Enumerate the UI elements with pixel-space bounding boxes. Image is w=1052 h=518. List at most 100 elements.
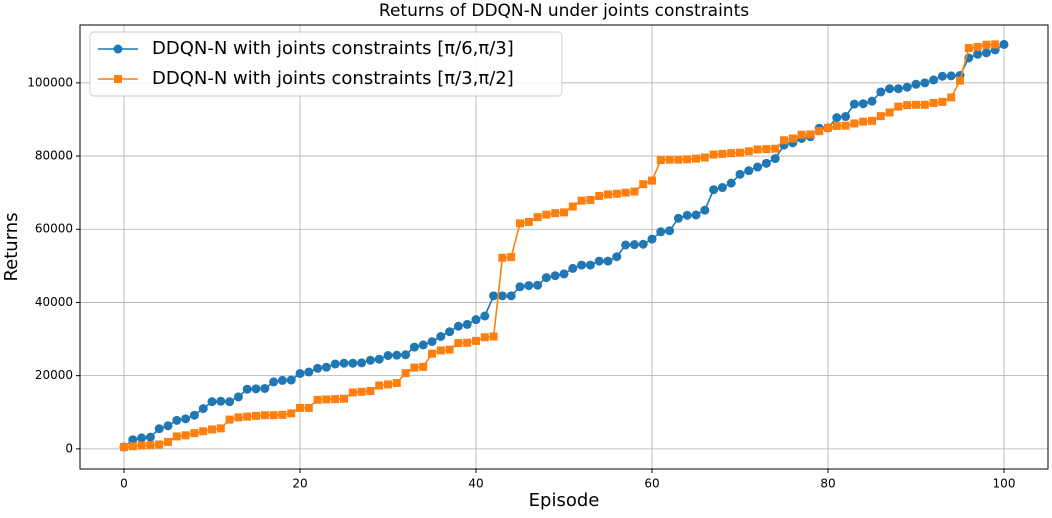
marker — [207, 397, 217, 407]
marker — [383, 351, 393, 361]
marker — [744, 166, 754, 176]
marker — [560, 208, 568, 217]
marker — [445, 345, 454, 354]
marker — [375, 381, 384, 390]
y-tick-label: 80000 — [35, 149, 73, 163]
marker — [894, 102, 903, 111]
y-tick-label: 0 — [65, 441, 73, 455]
marker — [278, 410, 287, 419]
marker — [428, 349, 436, 358]
marker — [568, 202, 577, 211]
marker — [849, 99, 859, 109]
x-tick-label: 0 — [120, 477, 128, 491]
marker — [692, 154, 700, 163]
x-tick-label: 60 — [644, 477, 659, 491]
marker — [947, 93, 956, 102]
marker — [893, 84, 903, 94]
marker — [648, 176, 656, 185]
marker — [902, 82, 912, 92]
marker — [841, 112, 851, 122]
marker — [586, 195, 595, 204]
marker — [700, 205, 710, 215]
marker — [392, 350, 402, 360]
marker — [163, 421, 173, 431]
chart-title: Returns of DDQN-N under joints constrain… — [379, 1, 749, 21]
marker — [876, 87, 886, 97]
marker — [313, 395, 322, 404]
marker — [761, 158, 771, 168]
marker — [330, 359, 340, 369]
marker — [585, 260, 595, 270]
marker — [612, 189, 621, 198]
marker — [216, 424, 225, 433]
legend: DDQN-N with joints constraints [π/6,π/3]… — [89, 31, 563, 97]
marker — [885, 84, 895, 94]
marker — [472, 336, 480, 345]
marker — [348, 388, 357, 397]
marker — [418, 340, 428, 350]
y-tick-label: 60000 — [35, 222, 73, 236]
marker — [296, 403, 304, 412]
marker — [340, 394, 348, 403]
marker — [788, 134, 797, 143]
marker — [656, 227, 666, 237]
marker — [867, 96, 877, 106]
x-tick-label: 80 — [820, 477, 835, 491]
marker — [401, 369, 410, 378]
marker — [322, 395, 331, 404]
marker — [251, 384, 261, 394]
marker — [718, 149, 727, 158]
marker — [331, 395, 340, 404]
marker — [374, 354, 384, 364]
marker — [515, 282, 525, 292]
marker — [348, 358, 358, 368]
legend-box — [89, 31, 563, 97]
marker — [568, 263, 578, 273]
marker — [463, 338, 472, 347]
marker — [113, 44, 123, 54]
marker — [938, 97, 947, 106]
marker — [929, 98, 938, 107]
marker — [489, 332, 498, 341]
marker — [146, 441, 155, 450]
marker — [436, 331, 446, 341]
x-tick-label: 40 — [468, 477, 483, 491]
legend-label: DDQN-N with joints constraints [π/6,π/3] — [152, 38, 514, 59]
marker — [780, 136, 788, 145]
marker — [172, 432, 181, 441]
marker — [542, 210, 551, 219]
marker — [550, 271, 560, 281]
marker — [137, 433, 147, 443]
marker — [858, 99, 868, 109]
marker — [709, 185, 719, 195]
marker — [621, 240, 631, 250]
marker — [242, 384, 252, 394]
marker — [541, 273, 551, 283]
marker — [753, 145, 762, 154]
marker — [832, 122, 841, 131]
marker — [189, 410, 199, 420]
marker — [480, 333, 489, 342]
marker — [154, 424, 164, 434]
marker — [726, 178, 736, 188]
marker — [480, 311, 490, 321]
marker — [797, 130, 806, 139]
marker — [436, 346, 445, 355]
marker — [137, 441, 146, 450]
marker — [762, 145, 771, 154]
marker — [321, 362, 331, 372]
y-tick-label: 20000 — [35, 368, 73, 382]
marker — [287, 409, 296, 418]
marker — [629, 240, 639, 250]
x-tick-label: 20 — [292, 477, 307, 491]
line — [123, 43, 996, 448]
marker — [991, 40, 1000, 49]
marker — [172, 415, 182, 425]
marker — [656, 156, 665, 165]
marker — [114, 75, 122, 83]
marker — [647, 234, 657, 244]
marker — [815, 127, 824, 136]
marker — [384, 380, 392, 389]
marker — [771, 144, 780, 153]
